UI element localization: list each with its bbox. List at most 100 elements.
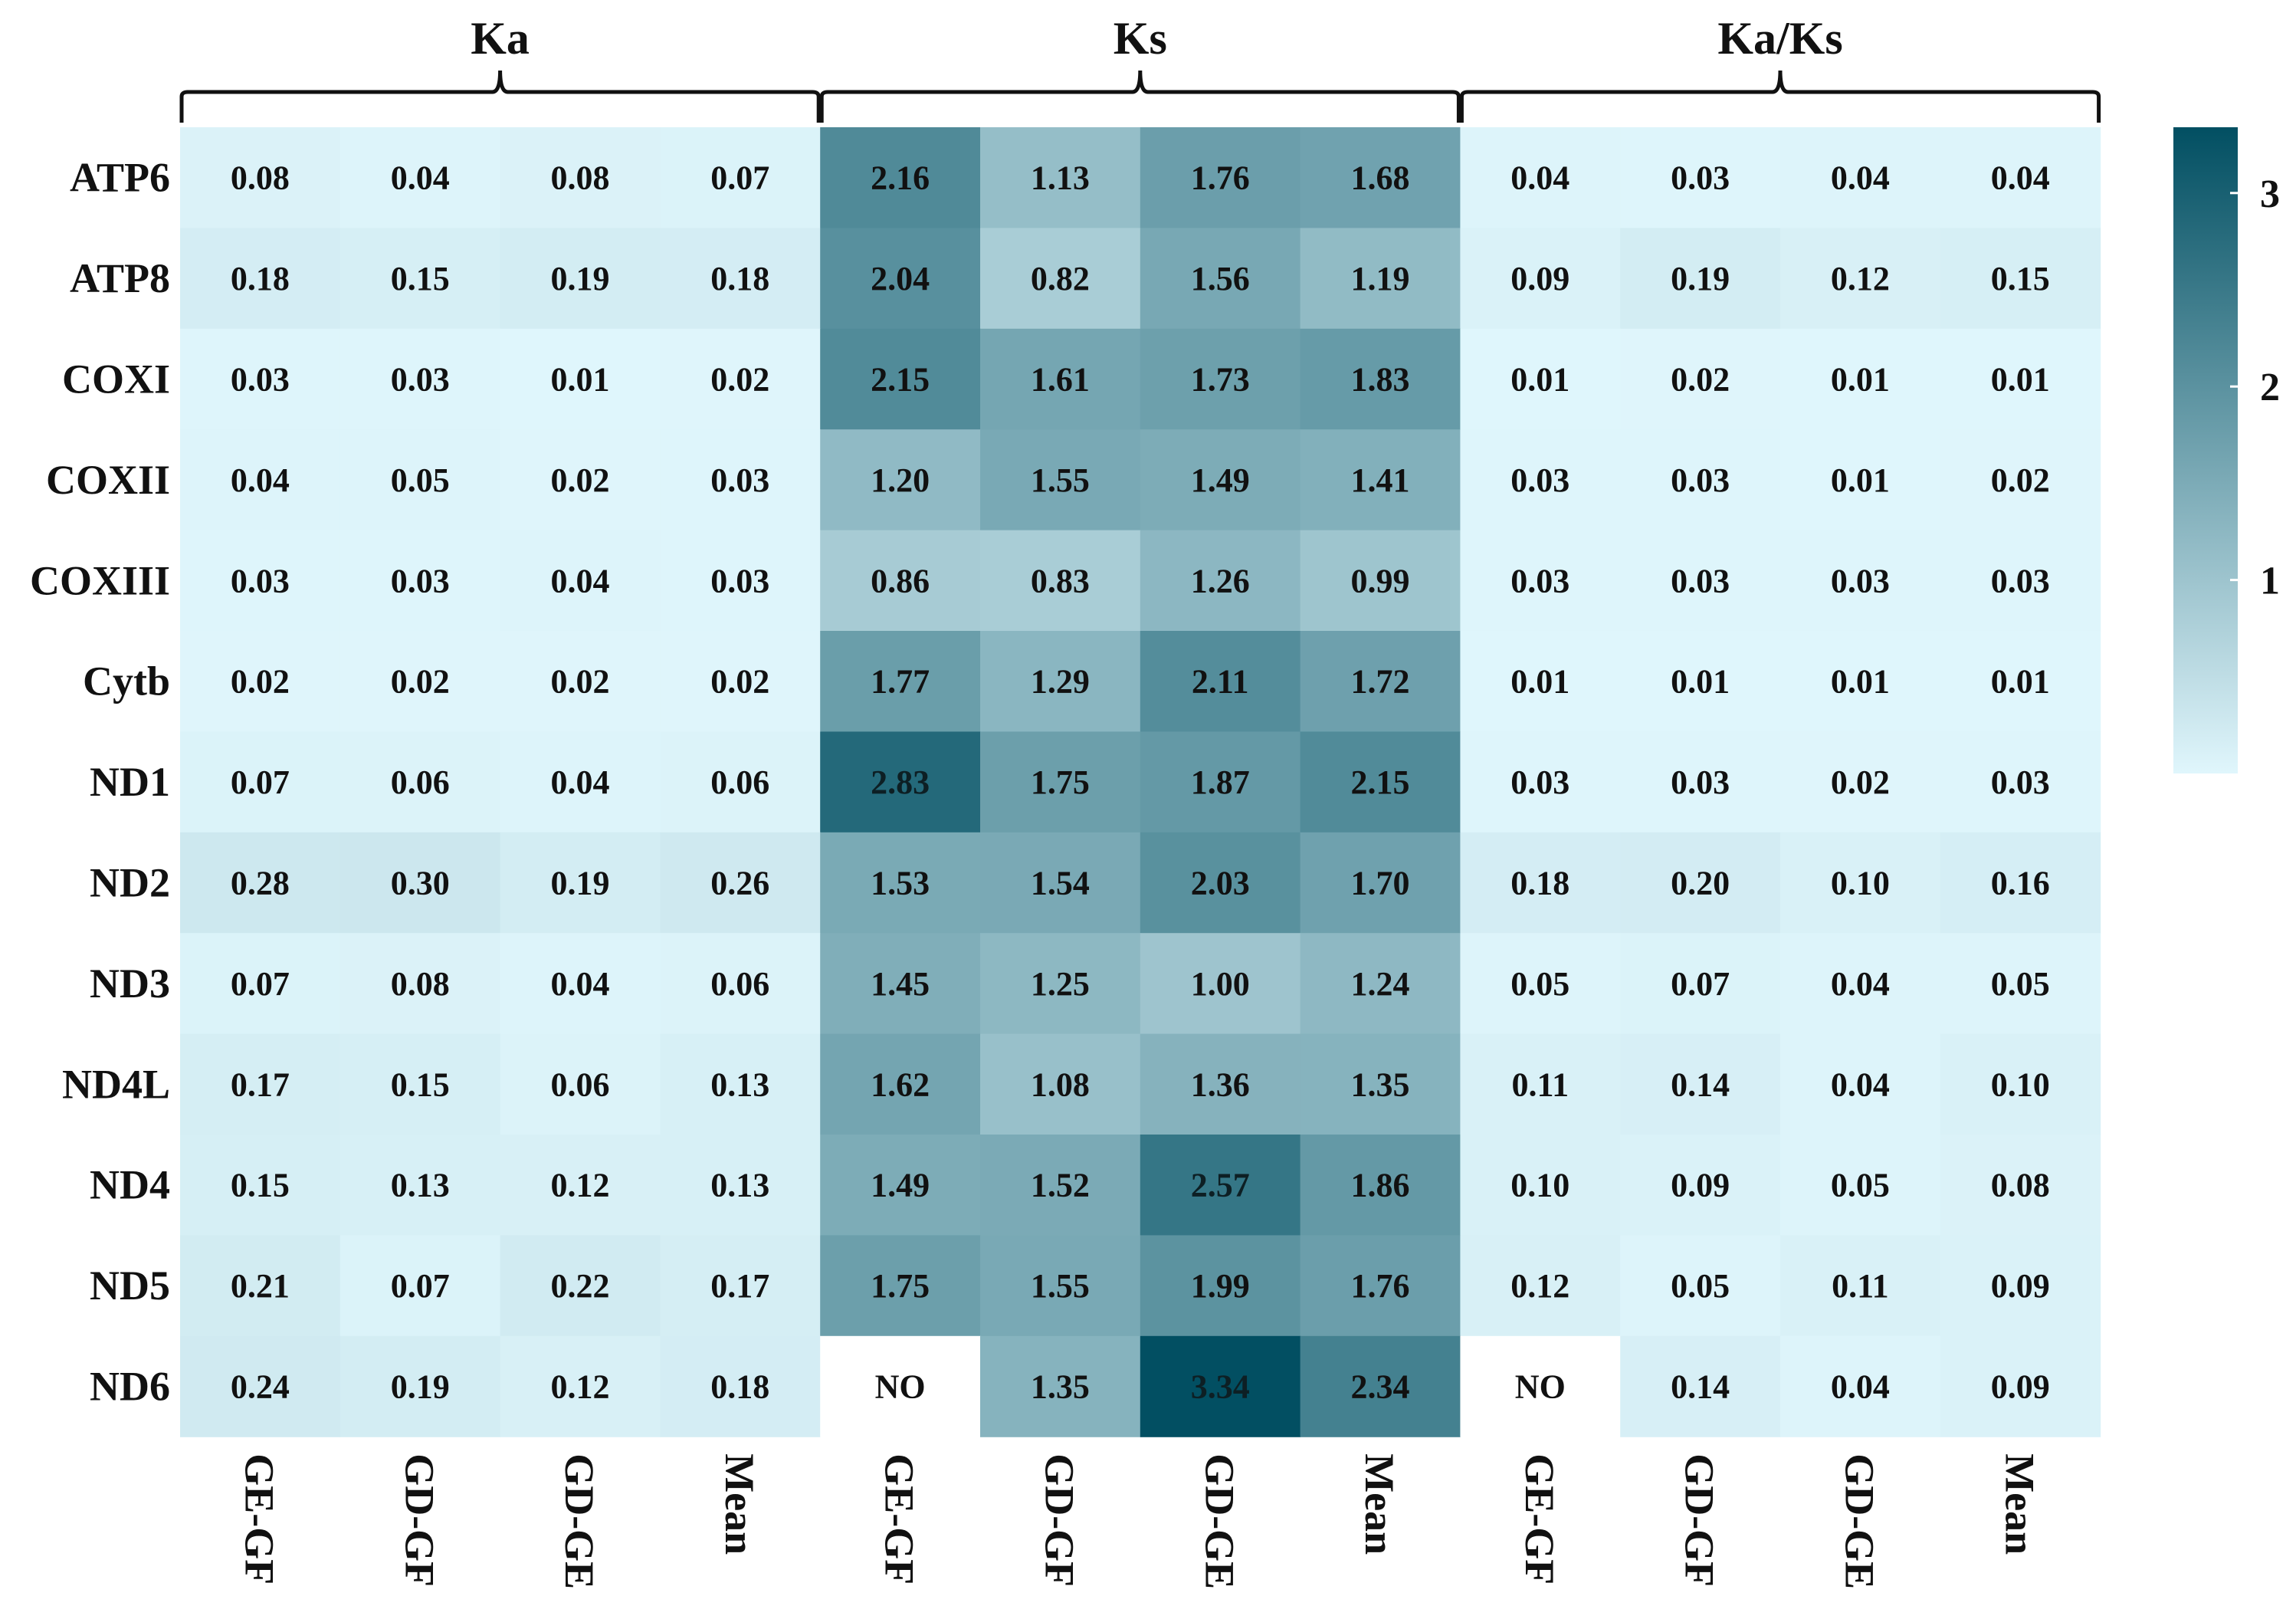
heatmap-cell (180, 530, 341, 632)
cell-value-label: 0.06 (710, 965, 769, 1003)
heatmap-cell (1300, 1135, 1461, 1236)
heatmap-cell (1620, 631, 1781, 732)
heatmap-cell (980, 127, 1141, 228)
cell-value-label: 0.15 (1991, 260, 2050, 297)
cell-value-label: 0.09 (1991, 1368, 2050, 1406)
cell-value-label: 1.24 (1351, 965, 1410, 1003)
heatmap-cell (980, 530, 1141, 632)
colorbar-tick-label: 1 (2260, 560, 2280, 603)
heatmap-cell (1620, 1033, 1781, 1135)
heatmap-cell (1940, 631, 2101, 732)
cell-value-label: 0.04 (1991, 159, 2050, 197)
cell-value-label: 1.25 (1031, 965, 1090, 1003)
cell-value-label: 0.18 (1510, 865, 1569, 902)
heatmap-cell (1140, 631, 1301, 732)
cell-value-label: 3.34 (1191, 1368, 1250, 1406)
heatmap-cell (500, 731, 661, 833)
cell-value-label: 1.35 (1351, 1066, 1410, 1103)
cell-value-label: 0.17 (710, 1267, 769, 1305)
cell-value-label: 0.04 (231, 461, 290, 499)
heatmap-cell (339, 228, 501, 330)
cell-value-label: 0.08 (231, 159, 290, 197)
heatmap-cell (1300, 429, 1461, 531)
cell-value-label: 1.76 (1191, 159, 1250, 197)
heatmap-cell (1780, 731, 1941, 833)
cell-value-label: 0.01 (551, 361, 610, 399)
cell-value-label: 0.15 (391, 260, 450, 297)
heatmap-cell (1140, 731, 1301, 833)
cell-value-label: 0.05 (1831, 1167, 1890, 1204)
heatmap-cell (1140, 328, 1301, 430)
heatmap-cell (500, 1135, 661, 1236)
column-label: Mean (1356, 1453, 1402, 1555)
cell-value-label: 1.86 (1351, 1167, 1410, 1204)
heatmap-cell (980, 1235, 1141, 1337)
cell-value-label: 0.11 (1832, 1267, 1889, 1305)
heatmap-cell (660, 933, 821, 1035)
cell-value-label: 1.41 (1351, 461, 1410, 499)
cell-value-label: 1.55 (1031, 1267, 1090, 1305)
heatmap-cell (1780, 127, 1941, 228)
cell-value-label: 0.83 (1031, 562, 1090, 599)
cell-value-label: 0.01 (1510, 361, 1569, 399)
heatmap-cell (500, 429, 661, 531)
heatmap-cell (980, 933, 1141, 1035)
heatmap-cell (339, 530, 501, 632)
cell-value-label: 0.06 (391, 764, 450, 801)
heatmap-cell (180, 429, 341, 531)
cell-value-label: 0.10 (1510, 1167, 1569, 1204)
heatmap-cell (180, 1033, 341, 1135)
heatmap-cell (1940, 832, 2101, 934)
cell-value-label: 2.11 (1192, 663, 1249, 701)
heatmap-cell (1460, 127, 1621, 228)
row-label: ATP6 (70, 155, 170, 201)
cell-value-label: 0.03 (231, 562, 290, 599)
heatmap-cell (1460, 1135, 1621, 1236)
heatmap-cell (1140, 1335, 1301, 1437)
heatmap-cell (180, 631, 341, 732)
cell-value-label: 2.16 (871, 159, 930, 197)
cell-value-label: 0.05 (1510, 965, 1569, 1003)
group-brace (179, 70, 821, 123)
cell-value-label: 0.07 (1671, 965, 1730, 1003)
cell-value-label: 0.03 (391, 361, 450, 399)
heatmap-cell (1300, 228, 1461, 330)
colorbar-tick-label: 3 (2260, 172, 2280, 216)
heatmap-cell (180, 328, 341, 430)
cell-value-label: 1.99 (1191, 1267, 1250, 1305)
heatmap-cell (339, 631, 501, 732)
heatmap-cell (1460, 731, 1621, 833)
row-label: COXIII (30, 557, 170, 603)
heatmap-cell (1140, 1135, 1301, 1236)
heatmap-cell (1620, 1135, 1781, 1236)
cell-value-label: NO (875, 1368, 926, 1406)
cell-value-label: 0.03 (1831, 562, 1890, 599)
cell-value-label: 1.77 (871, 663, 930, 701)
column-label: GE-GF (877, 1453, 923, 1585)
row-label: ND6 (90, 1364, 170, 1410)
heatmap-cell (180, 228, 341, 330)
cell-value-label: 1.35 (1031, 1368, 1090, 1406)
cell-value-label: 0.04 (1831, 159, 1890, 197)
cell-value-label: 0.04 (1510, 159, 1569, 197)
colorbar-tick-label: 2 (2260, 366, 2280, 409)
heatmap-cell (1140, 832, 1301, 934)
cell-value-label: 2.15 (871, 361, 930, 399)
heatmap-cell (1300, 328, 1461, 430)
heatmap-cell (339, 731, 501, 833)
cell-value-label: 1.00 (1191, 965, 1250, 1003)
cell-value-label: 0.14 (1671, 1066, 1730, 1103)
cell-value-label: 1.75 (871, 1267, 930, 1305)
cell-value-labels: 0.08 0.04 0.08 0.07 2.16 1.13 1.76 1.68 0.04 0.03… (231, 159, 2050, 1406)
heatmap-cells (180, 127, 2101, 1437)
cell-value-label: 0.01 (1831, 361, 1890, 399)
heatmap-cell (1460, 328, 1621, 430)
heatmap-cell (180, 731, 341, 833)
heatmap-cell (980, 631, 1141, 732)
cell-value-label: 0.19 (551, 865, 610, 902)
cell-value-label: 1.87 (1191, 764, 1250, 801)
cell-value-label: 0.02 (551, 663, 610, 701)
cell-value-label: 0.18 (710, 1368, 769, 1406)
row-label: ND4 (90, 1162, 170, 1208)
column-label: GD-GF (1677, 1453, 1723, 1587)
